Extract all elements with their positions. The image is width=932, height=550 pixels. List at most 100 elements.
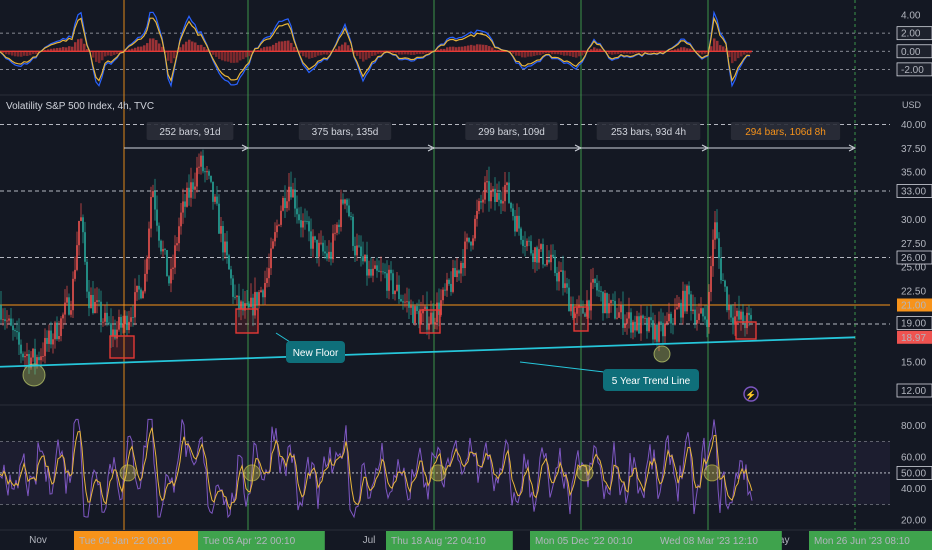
candle xyxy=(158,225,160,241)
histogram-bar xyxy=(449,46,452,52)
price-tick-label: 35.00 xyxy=(901,168,926,179)
histogram-bar xyxy=(638,51,641,53)
price-badge-label: 19.00 xyxy=(901,319,926,330)
candle xyxy=(370,269,372,276)
histogram-bar xyxy=(170,51,173,64)
candle xyxy=(304,220,306,222)
price-badge xyxy=(897,298,932,312)
measure-arrow xyxy=(848,144,857,152)
candle xyxy=(238,295,240,310)
time-highlight-badge[interactable] xyxy=(74,531,201,550)
annotation-bubble[interactable] xyxy=(603,369,699,391)
histogram-bar xyxy=(149,38,152,52)
histogram-bar xyxy=(404,51,407,55)
measure-label-bg xyxy=(596,122,701,140)
candle xyxy=(572,304,574,318)
candle xyxy=(608,303,610,314)
histogram-bar xyxy=(110,51,113,57)
candle xyxy=(380,271,382,273)
candle xyxy=(434,322,436,325)
histogram-bar xyxy=(599,48,602,52)
candle xyxy=(254,292,256,316)
candle xyxy=(146,258,148,274)
histogram-bar xyxy=(191,41,194,52)
histogram-bar xyxy=(80,38,83,52)
candle xyxy=(624,323,626,328)
trend-line[interactable] xyxy=(0,336,856,368)
candle xyxy=(402,301,404,303)
time-highlight-badge[interactable] xyxy=(530,531,657,550)
oscillator-badge xyxy=(896,26,932,41)
candle xyxy=(432,312,434,325)
candle xyxy=(38,357,40,361)
histogram-bar xyxy=(581,51,584,56)
highlight-box[interactable] xyxy=(573,306,589,332)
candle xyxy=(324,251,326,254)
candle xyxy=(292,189,294,198)
highlight-box[interactable] xyxy=(419,309,441,334)
candle xyxy=(686,285,688,312)
candle xyxy=(236,295,238,298)
candle xyxy=(334,232,336,234)
candle xyxy=(448,279,450,284)
price-badge xyxy=(896,316,932,330)
histogram-bar xyxy=(578,51,581,57)
histogram-bar xyxy=(416,51,419,55)
candle xyxy=(328,251,330,259)
time-highlight-badge[interactable] xyxy=(386,531,513,550)
histogram-bar xyxy=(422,51,425,55)
time-highlight-badge[interactable] xyxy=(809,531,932,550)
candle xyxy=(274,232,276,242)
candle xyxy=(302,220,304,228)
price-axis[interactable]: 4.002.000.00-2.002.000.00-2.0040.0037.50… xyxy=(896,11,932,527)
lightning-icon[interactable] xyxy=(743,386,759,402)
candle xyxy=(348,205,350,217)
candle xyxy=(532,253,534,263)
histogram-bar xyxy=(350,48,353,52)
candle xyxy=(198,166,200,168)
highlight-box[interactable] xyxy=(235,308,259,334)
highlight-box[interactable] xyxy=(735,321,757,340)
candle xyxy=(36,357,38,364)
candle xyxy=(114,329,116,339)
candle xyxy=(718,238,720,259)
histogram-bar xyxy=(278,41,281,52)
histogram-bar xyxy=(185,41,188,52)
histogram-bar xyxy=(749,51,752,54)
candle xyxy=(216,196,218,204)
candle xyxy=(716,222,718,239)
candle xyxy=(356,245,358,256)
histogram-bar xyxy=(524,51,527,58)
candle xyxy=(220,226,222,234)
histogram-bar xyxy=(548,51,551,53)
histogram-bar xyxy=(401,51,404,55)
highlight-box[interactable] xyxy=(109,335,135,359)
candle xyxy=(26,354,28,357)
candle xyxy=(672,323,674,325)
annotation-bubble[interactable] xyxy=(286,341,345,363)
candle xyxy=(298,214,300,221)
histogram-bar xyxy=(392,51,395,53)
candle xyxy=(210,175,212,182)
candle xyxy=(418,311,420,325)
candle xyxy=(10,318,12,326)
candle xyxy=(652,320,654,340)
candle xyxy=(736,310,738,317)
time-highlight-badge[interactable] xyxy=(655,531,782,550)
candle xyxy=(362,256,364,262)
candle xyxy=(420,313,422,325)
candle xyxy=(526,240,528,247)
candle xyxy=(458,270,460,274)
histogram-bar xyxy=(50,48,53,52)
candle xyxy=(560,270,562,272)
candle xyxy=(246,303,248,304)
candle xyxy=(392,273,394,295)
candle xyxy=(566,283,568,288)
price-badge xyxy=(897,330,932,344)
candle xyxy=(116,329,118,339)
candle xyxy=(726,286,728,311)
time-highlight-badge[interactable] xyxy=(198,531,325,550)
histogram-bar xyxy=(698,51,701,54)
